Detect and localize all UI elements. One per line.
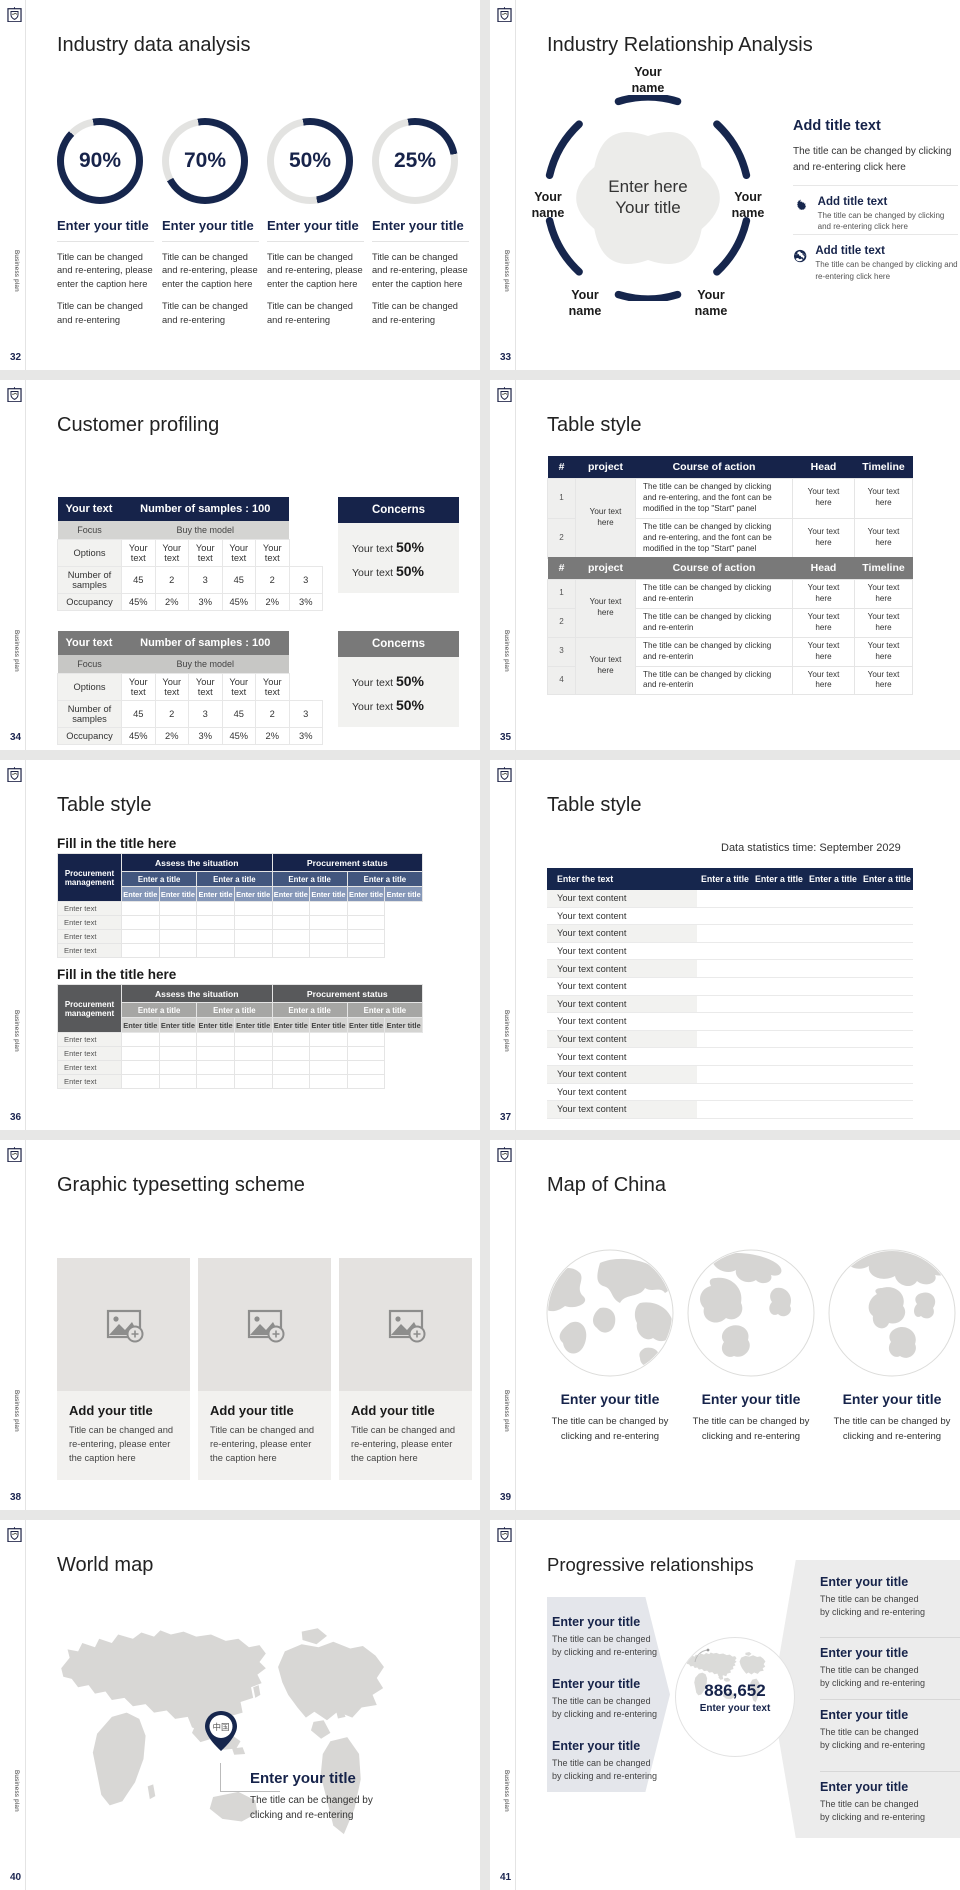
svg-text:中国: 中国 (212, 1722, 229, 1732)
svg-text:Your title: Your title (615, 198, 681, 217)
svg-text:Enter here: Enter here (608, 177, 687, 196)
